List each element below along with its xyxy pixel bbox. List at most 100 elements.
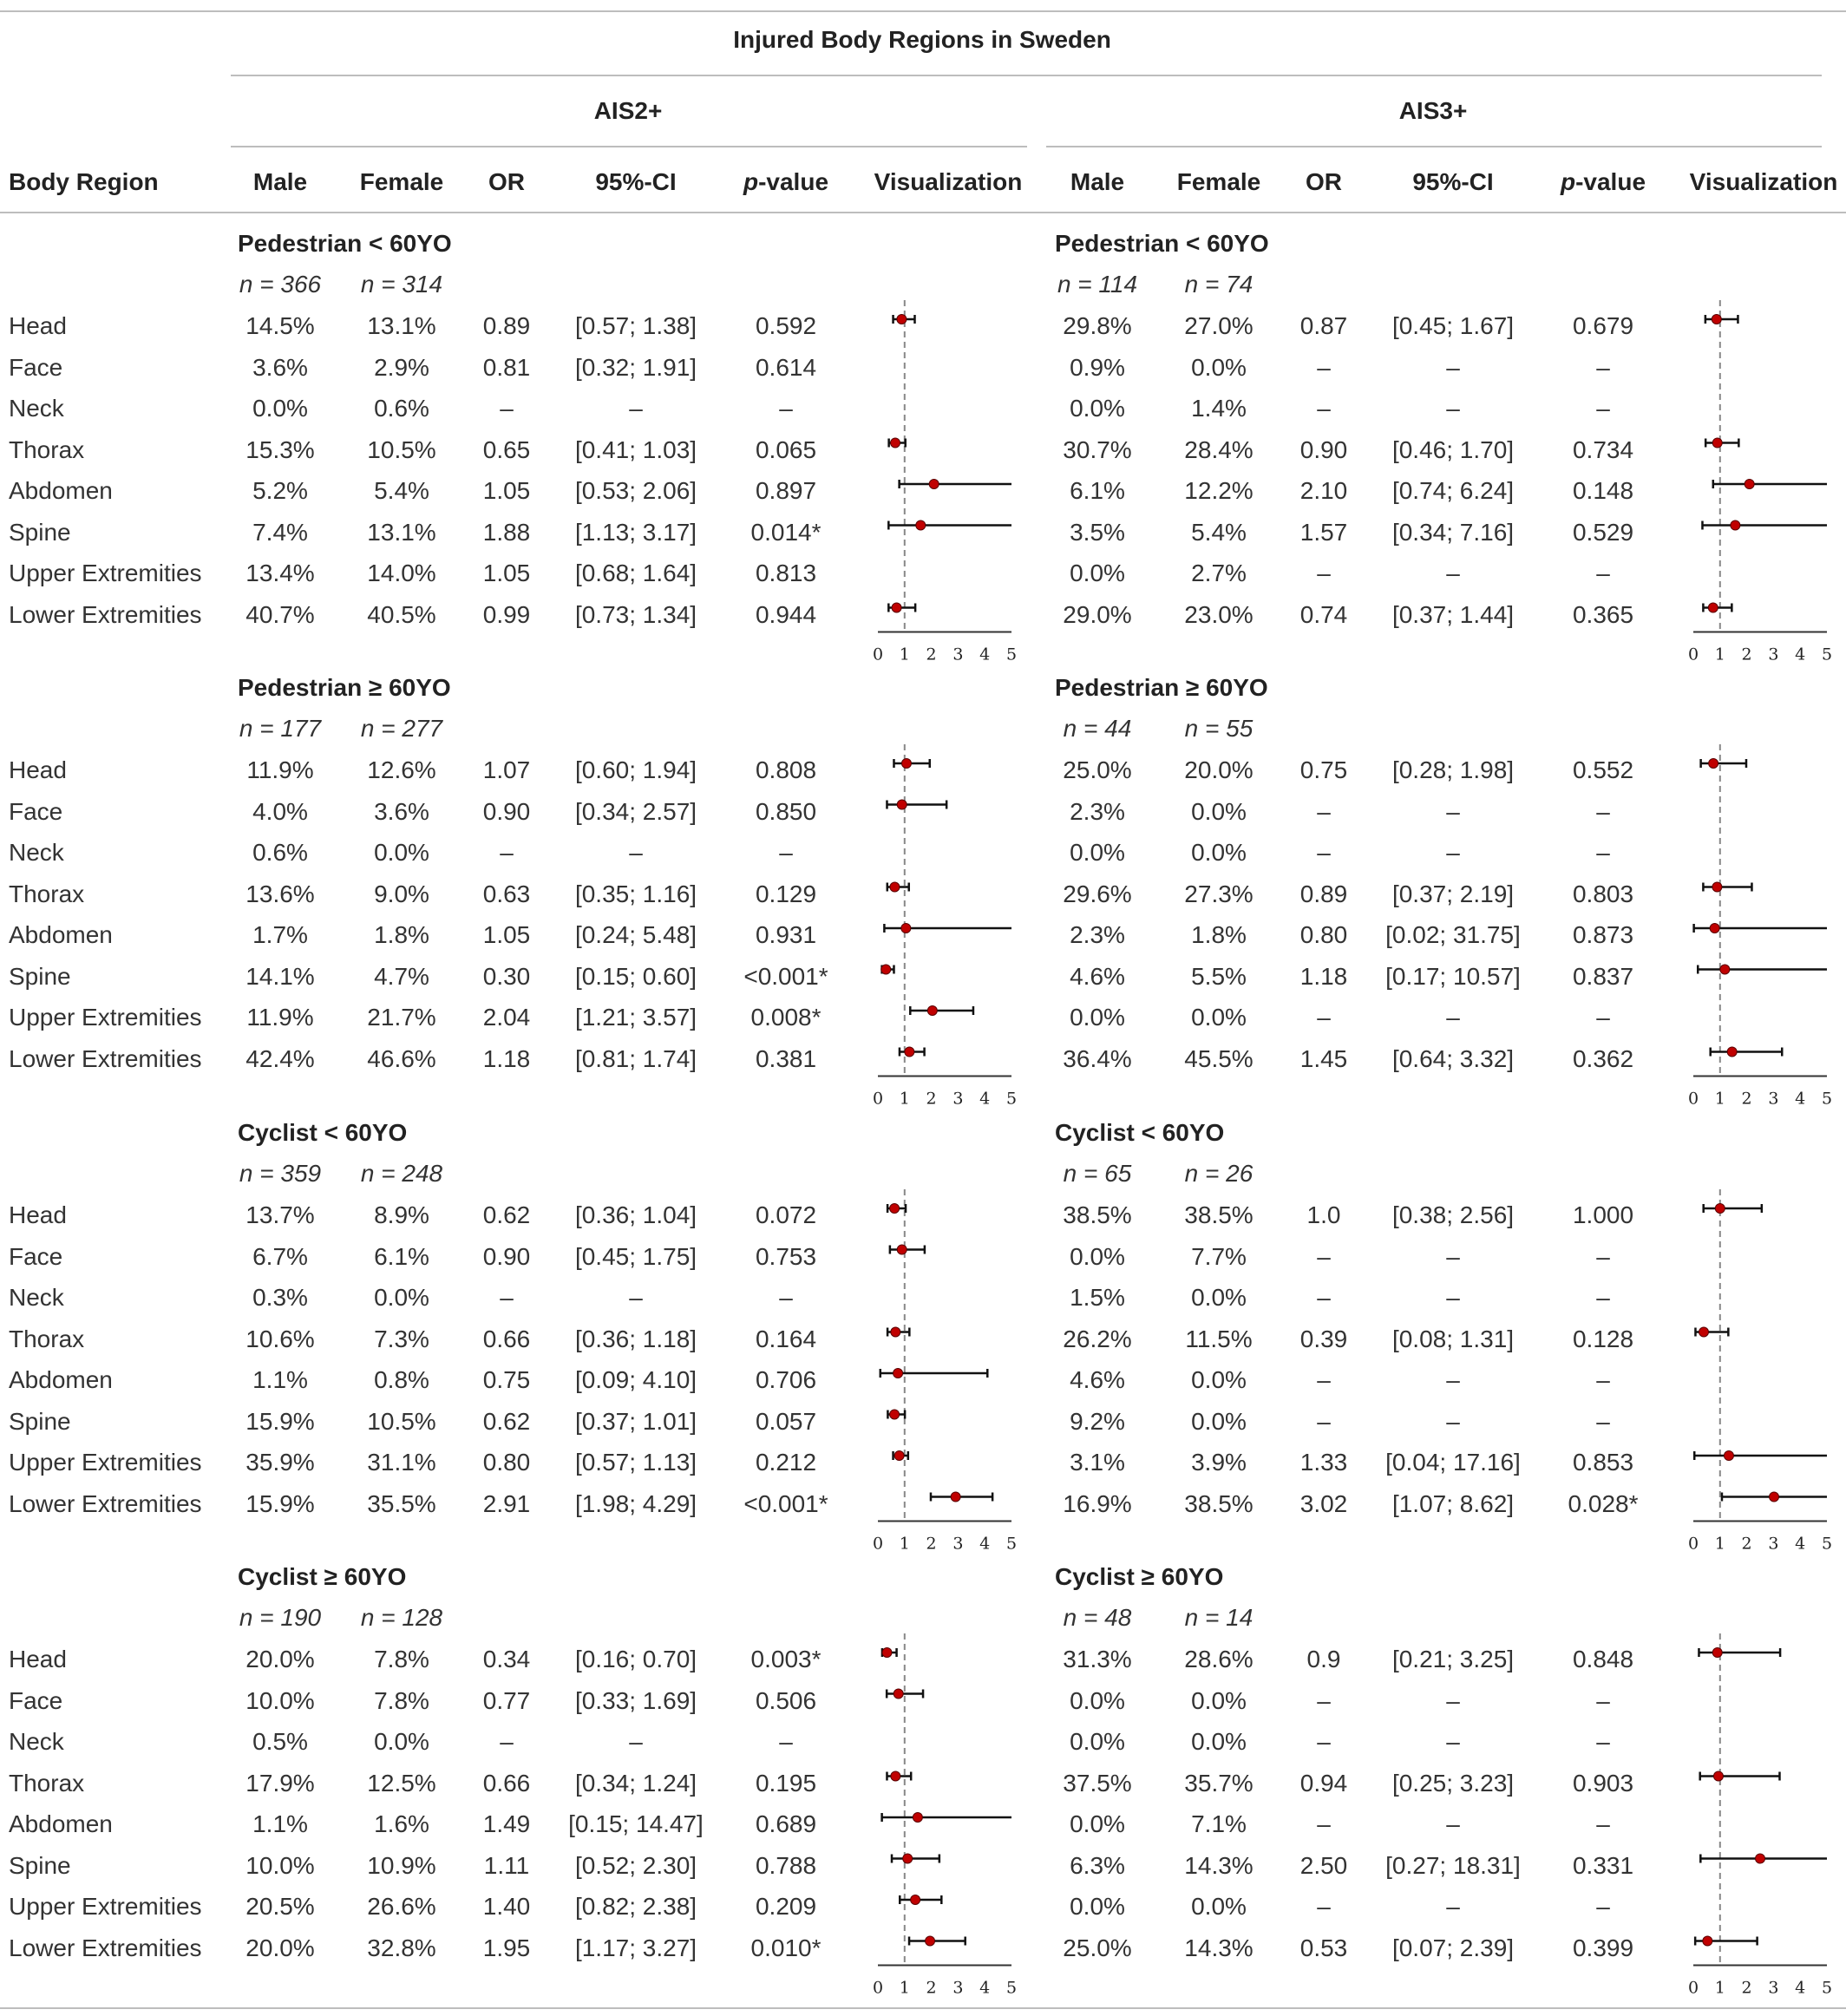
cell-or: 0.39: [1299, 1325, 1348, 1352]
cell-ci: –: [1446, 1242, 1460, 1270]
cell-male: 3.6%: [252, 353, 308, 381]
cell-male: 37.5%: [1063, 1769, 1132, 1797]
cell-or: 1.88: [482, 518, 531, 546]
section-title-ais2: Cyclist ≥ 60YO: [238, 1563, 407, 1590]
cell-ci: [0.34; 2.57]: [574, 797, 697, 825]
row-label: Spine: [9, 1851, 71, 1879]
cell-or: –: [1317, 1893, 1331, 1920]
cell-ci: –: [629, 839, 643, 866]
n-male-ais2: n = 190: [239, 1604, 322, 1631]
cell-female: 10.5%: [367, 435, 436, 463]
group-rule-ais3: [1046, 146, 1822, 147]
tick-label: 3: [1768, 1090, 1778, 1109]
or-point: [928, 479, 939, 489]
n-male-ais3: n = 65: [1063, 1160, 1132, 1187]
row-label: Head: [9, 1646, 67, 1672]
tick-label: 2: [1742, 1535, 1752, 1554]
cell-pvalue: 0.734: [1572, 435, 1634, 463]
tick-label: 2: [1742, 1979, 1752, 1998]
cell-male: 0.0%: [1070, 839, 1125, 866]
cell-or: 0.9: [1306, 1646, 1341, 1672]
n-male-ais3: n = 48: [1063, 1604, 1132, 1631]
cell-pvalue: 0.506: [755, 1686, 817, 1714]
tick-label: 2: [926, 645, 937, 664]
row-label: Abdomen: [9, 1366, 113, 1393]
cell-ci: –: [1446, 839, 1460, 866]
cell-pvalue: 0.128: [1572, 1325, 1634, 1352]
cell-male: 0.5%: [252, 1728, 308, 1755]
cell-or: 1.57: [1299, 518, 1348, 546]
tick-label: 1: [1715, 645, 1725, 664]
section-title-ais3: Pedestrian ≥ 60YO: [1055, 674, 1268, 701]
cell-male: 0.0%: [1070, 1893, 1125, 1920]
cell-female: 32.8%: [367, 1934, 436, 1961]
cell-or: 0.90: [482, 797, 531, 825]
cell-pvalue: 0.209: [755, 1893, 817, 1920]
or-point: [891, 602, 902, 613]
cell-or: 0.90: [1299, 435, 1348, 463]
tick-label: 1: [900, 1979, 910, 1998]
or-point: [889, 1409, 900, 1420]
cell-ci: [0.35; 1.16]: [574, 880, 697, 907]
cell-male: 0.0%: [1070, 1810, 1125, 1837]
col-header-visualization-ais3: Visualization: [1689, 168, 1838, 195]
cell-female: 7.3%: [374, 1325, 429, 1352]
or-point: [900, 923, 912, 933]
cell-male: 36.4%: [1063, 1044, 1132, 1072]
cell-ci: [0.37; 1.44]: [1391, 600, 1515, 628]
cell-pvalue: 0.065: [755, 435, 817, 463]
or-point: [950, 1491, 961, 1502]
cell-or: 0.66: [482, 1769, 531, 1797]
cell-pvalue: 0.944: [755, 600, 817, 628]
row-label: Head: [9, 756, 67, 783]
or-point: [1726, 1046, 1738, 1057]
cell-male: 6.7%: [252, 1242, 308, 1270]
tick-label: 5: [1822, 1979, 1832, 1998]
row-label: Thorax: [9, 1325, 85, 1352]
cell-or: 0.80: [482, 1449, 531, 1476]
n-female-ais2: n = 128: [360, 1604, 443, 1631]
cell-female: 28.4%: [1184, 435, 1254, 463]
cell-female: 2.7%: [1191, 560, 1247, 586]
cell-female: 6.1%: [374, 1242, 429, 1270]
tick-label: 4: [1795, 1090, 1805, 1109]
cell-or: –: [1317, 1728, 1331, 1755]
cell-pvalue: 0.399: [1572, 1934, 1634, 1961]
cell-pvalue: 0.897: [755, 477, 817, 504]
cell-ci: [0.02; 31.75]: [1385, 921, 1521, 948]
cell-pvalue: –: [779, 1728, 793, 1755]
col-header-female-ais3: Female: [1176, 168, 1261, 195]
or-point: [896, 799, 907, 810]
group-header-ais2: AIS2+: [593, 97, 663, 124]
cell-ci: [0.34; 1.24]: [574, 1769, 697, 1797]
cell-or: 2.91: [482, 1489, 531, 1517]
cell-pvalue: 0.788: [755, 1851, 817, 1879]
cell-female: 0.0%: [1191, 1284, 1247, 1311]
cell-female: 21.7%: [367, 1004, 436, 1031]
cell-pvalue: –: [1596, 1366, 1610, 1393]
row-label: Neck: [9, 395, 64, 422]
section-title-ais2: Cyclist < 60YO: [238, 1119, 408, 1146]
cell-pvalue: 0.362: [1572, 1044, 1634, 1072]
cell-or: –: [1317, 353, 1331, 381]
cell-ci: [0.25; 3.23]: [1391, 1769, 1515, 1797]
cell-ci: –: [1446, 353, 1460, 381]
or-point: [893, 1688, 904, 1699]
row-label: Face: [9, 1686, 63, 1714]
cell-female: 0.8%: [374, 1366, 429, 1393]
n-male-ais2: n = 359: [239, 1160, 322, 1187]
cell-or: 1.0: [1306, 1201, 1341, 1228]
or-point: [889, 1203, 900, 1214]
cell-female: 45.5%: [1184, 1044, 1254, 1072]
cell-pvalue: 0.014*: [750, 518, 822, 546]
cell-pvalue: 0.129: [755, 880, 817, 907]
cell-female: 14.0%: [367, 560, 436, 586]
cell-ci: [0.09; 4.10]: [574, 1366, 697, 1393]
cell-male: 5.2%: [252, 477, 308, 504]
cell-pvalue: 0.679: [1572, 312, 1634, 339]
cell-or: –: [500, 1728, 514, 1755]
cell-ci: [0.33; 1.69]: [574, 1686, 697, 1714]
cell-or: 0.87: [1299, 312, 1348, 339]
or-point: [1708, 758, 1719, 769]
